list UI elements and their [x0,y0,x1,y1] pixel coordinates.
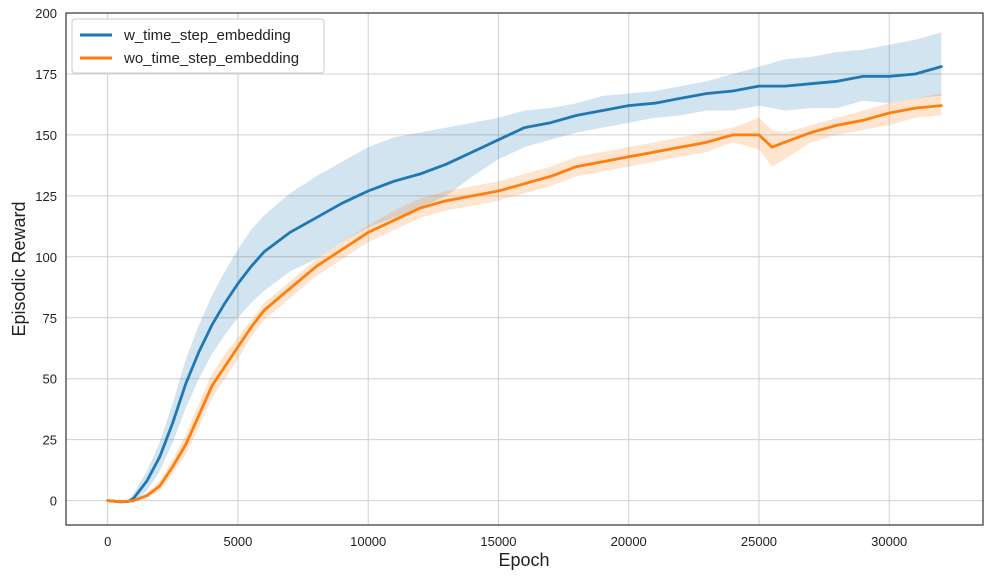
y-axis-label: Episodic Reward [9,201,29,336]
band-wo-time-step-embedding [107,93,942,504]
legend-box [71,18,325,74]
legend-label-wo-time-step-embedding: wo_time_step_embedding [123,50,299,67]
plot-frame [65,12,984,526]
y-tick-label: 150 [35,128,57,143]
series-lines [106,65,943,504]
y-tick-label: 125 [35,189,57,204]
x-tick-label: 10000 [350,534,386,549]
y-tick-label: 50 [43,372,57,387]
series-line-wo-time-step-embedding [106,104,943,504]
x-tick-label: 25000 [741,534,777,549]
x-tick-label: 20000 [611,534,647,549]
legend-label-w-time-step-embedding: w_time_step_embedding [123,27,291,44]
y-axis-ticks: 0 25 50 75 100 125 150 175 200 [35,6,57,509]
grid [66,12,983,525]
series-line-w-time-step-embedding [106,65,943,504]
x-tick-label: 15000 [480,534,516,549]
x-axis-ticks: 0 5000 10000 15000 20000 25000 30000 [104,534,907,549]
y-tick-label: 0 [50,494,57,509]
x-tick-label: 5000 [223,534,252,549]
legend: w_time_step_embedding wo_time_step_embed… [71,18,325,74]
x-tick-label: 0 [104,534,111,549]
y-tick-label: 25 [43,433,57,448]
x-tick-label: 30000 [871,534,907,549]
y-tick-label: 200 [35,6,57,21]
y-tick-label: 175 [35,67,57,82]
y-tick-label: 100 [35,250,57,265]
x-axis-label: Epoch [498,550,549,570]
y-tick-label: 75 [43,311,57,326]
